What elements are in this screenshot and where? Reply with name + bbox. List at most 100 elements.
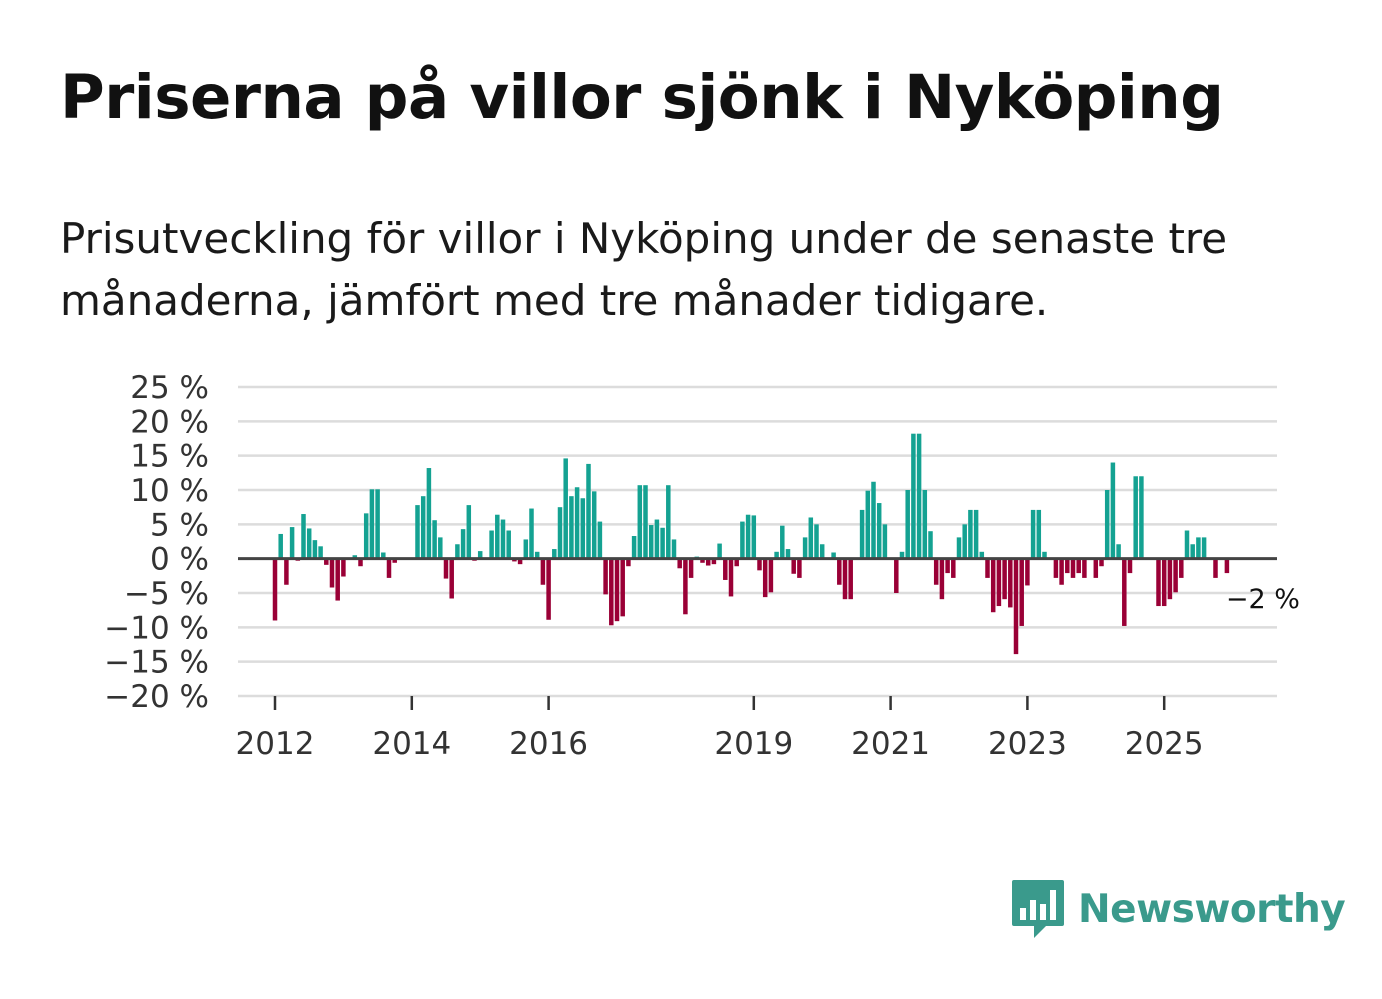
y-tick-label: 15 % xyxy=(130,439,209,475)
bar xyxy=(586,463,591,559)
bar xyxy=(1025,558,1030,586)
bar xyxy=(916,433,922,559)
bar xyxy=(985,558,990,578)
chart-title: Priserna på villor sjönk i Nyköping xyxy=(60,62,1224,133)
bar xyxy=(973,509,979,559)
x-tick-label: 2023 xyxy=(988,726,1067,762)
y-tick-label: 0 % xyxy=(150,542,209,578)
bar-chart-speech-bubble-icon xyxy=(1012,880,1064,938)
bar xyxy=(654,519,660,559)
bar xyxy=(951,558,956,578)
bar xyxy=(609,558,614,626)
bar xyxy=(996,558,1002,607)
x-tick-label: 2019 xyxy=(714,726,793,762)
bar xyxy=(631,536,637,559)
x-tick-label: 2025 xyxy=(1125,726,1204,762)
bar xyxy=(455,544,460,559)
bar xyxy=(848,558,853,600)
bar xyxy=(1070,558,1076,578)
bar xyxy=(962,524,967,559)
y-tick-label: −20 % xyxy=(104,679,209,715)
bar xyxy=(768,558,774,593)
bar xyxy=(905,490,910,559)
bar xyxy=(939,558,945,600)
bar xyxy=(1190,544,1195,559)
bar xyxy=(415,505,420,559)
bar xyxy=(711,558,717,565)
x-tick-label: 2012 xyxy=(236,726,315,762)
bar xyxy=(540,558,546,585)
bar xyxy=(700,558,705,563)
bar xyxy=(1184,530,1190,559)
bar xyxy=(780,525,785,559)
bar xyxy=(637,485,643,559)
y-tick-label: 25 % xyxy=(130,370,209,406)
bar xyxy=(603,558,608,595)
bar xyxy=(352,555,358,559)
bar xyxy=(1167,558,1173,600)
bar xyxy=(500,519,506,559)
bar xyxy=(1076,558,1081,574)
bar xyxy=(911,433,916,559)
x-tick-label: 2016 xyxy=(509,726,588,762)
bar xyxy=(865,490,871,559)
bar xyxy=(529,508,534,559)
bar xyxy=(899,551,905,559)
bar xyxy=(426,468,432,559)
bar xyxy=(876,503,882,559)
bar xyxy=(677,558,682,569)
bar xyxy=(922,490,928,559)
bar xyxy=(420,496,426,559)
bar xyxy=(580,498,586,559)
bar xyxy=(449,558,454,599)
x-tick-label: 2014 xyxy=(372,726,451,762)
bar xyxy=(489,530,494,559)
bar xyxy=(386,558,392,578)
bar xyxy=(740,521,745,559)
bar xyxy=(306,528,312,559)
bar xyxy=(1059,558,1064,585)
x-tick-label: 2021 xyxy=(851,726,930,762)
last-value-annotation: −2 % xyxy=(1226,584,1300,615)
bar xyxy=(945,558,950,574)
bar xyxy=(278,533,283,559)
bar xyxy=(705,558,711,566)
bar xyxy=(808,517,814,559)
y-tick-label: 20 % xyxy=(130,404,209,440)
bar xyxy=(797,558,802,578)
bar xyxy=(1161,558,1167,607)
bar xyxy=(990,558,996,613)
bar xyxy=(289,527,295,559)
bar xyxy=(1093,558,1099,578)
bar xyxy=(814,524,819,559)
bar xyxy=(626,558,631,567)
bar xyxy=(1019,558,1024,626)
bar xyxy=(1213,558,1218,578)
bar xyxy=(882,524,888,559)
bar xyxy=(1104,490,1110,559)
bar xyxy=(574,487,580,559)
bar xyxy=(1133,476,1138,559)
bar xyxy=(933,558,939,585)
bar xyxy=(363,513,369,559)
bar xyxy=(534,551,540,559)
bar xyxy=(312,540,318,559)
bar xyxy=(392,558,397,563)
bar xyxy=(563,458,568,559)
bar xyxy=(1110,462,1116,559)
bar xyxy=(614,558,620,622)
bar xyxy=(1036,509,1042,559)
bar xyxy=(928,531,933,559)
bar xyxy=(1201,537,1207,559)
bar xyxy=(546,558,551,620)
bar xyxy=(495,514,500,559)
bar xyxy=(1030,509,1036,559)
bar xyxy=(1002,558,1007,600)
bar xyxy=(660,527,665,559)
bar xyxy=(785,549,791,559)
bar xyxy=(802,537,808,559)
bar-chart: 25 %20 %15 %10 %5 %0 %−5 %−10 %−15 %−20 … xyxy=(104,370,1300,762)
bar xyxy=(717,543,722,559)
bar xyxy=(597,521,603,559)
bar xyxy=(620,558,625,617)
